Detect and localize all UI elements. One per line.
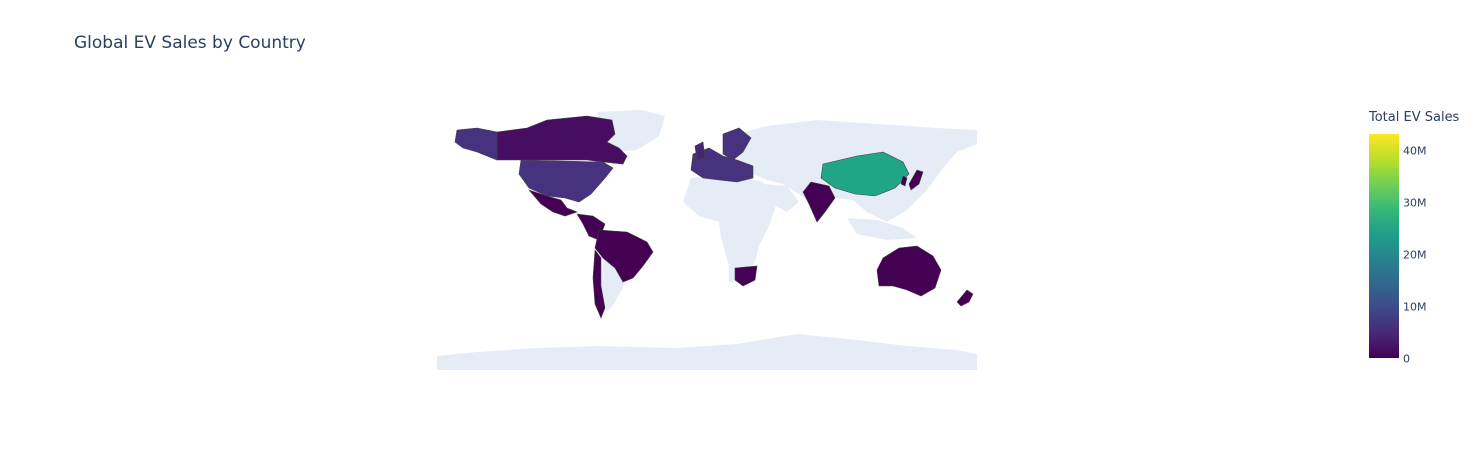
country-new-zealand[interactable] — [956, 289, 974, 307]
country-united-states[interactable] — [518, 159, 614, 203]
colorbar-title: Total EV Sales — [1369, 110, 1460, 125]
country-japan[interactable] — [908, 169, 924, 191]
landmass-antarctica — [437, 334, 977, 370]
country-mexico[interactable] — [528, 189, 578, 217]
country-brazil[interactable] — [594, 229, 654, 283]
country-china[interactable] — [820, 151, 910, 197]
country-south-africa[interactable] — [734, 265, 758, 287]
country-canada[interactable] — [496, 115, 628, 165]
colorbar-gradient — [1369, 134, 1399, 358]
country-chile[interactable] — [592, 249, 606, 319]
chart-title: Global EV Sales by Country — [74, 33, 306, 53]
colorbar-tick: 20M — [1403, 248, 1427, 262]
country-scandinavia[interactable] — [722, 127, 752, 161]
colorbar-tick: 0 — [1403, 352, 1410, 366]
colorbar-tick: 10M — [1403, 300, 1427, 314]
world-map[interactable] — [437, 98, 977, 370]
country-australia[interactable] — [876, 245, 942, 297]
country-europe[interactable] — [690, 147, 754, 183]
country-south-korea[interactable] — [900, 175, 908, 187]
colorbar-tick: 40M — [1403, 144, 1427, 158]
country-united-kingdom[interactable] — [694, 141, 706, 161]
landmass-greenland — [597, 110, 665, 152]
landmass-africa — [683, 174, 777, 282]
landmass-southeast-asia — [847, 218, 917, 240]
landmass-arabia — [763, 184, 799, 212]
colorbar: Total EV Sales 0 10M 20M 30M 40M — [1369, 110, 1479, 380]
colorbar-tick: 30M — [1403, 196, 1427, 210]
country-india[interactable] — [802, 181, 836, 223]
country-alaska[interactable] — [454, 127, 498, 161]
